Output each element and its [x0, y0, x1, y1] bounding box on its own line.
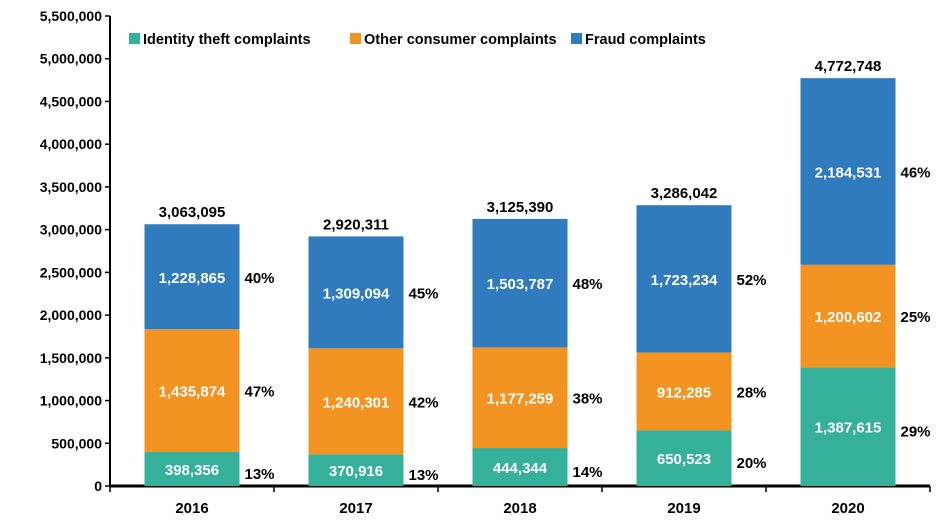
data-label: 1,240,301	[323, 394, 390, 411]
x-tick-label: 2017	[339, 500, 372, 517]
y-tick-label: 1,000,000	[40, 393, 102, 409]
legend-swatch	[571, 33, 582, 44]
y-tick-label: 0	[94, 478, 102, 494]
bar-segment	[472, 347, 568, 449]
percent-label: 40%	[245, 270, 275, 287]
x-tick-label: 2019	[667, 500, 700, 517]
bar-segment	[800, 367, 896, 486]
data-label: 370,916	[329, 463, 383, 480]
percent-label: 29%	[901, 424, 931, 441]
legend-swatch	[350, 33, 361, 44]
legend-swatch	[129, 33, 140, 44]
total-label: 4,772,748	[815, 58, 882, 75]
bar-segment	[636, 352, 732, 431]
data-label: 444,344	[493, 460, 548, 477]
data-label: 650,523	[657, 451, 711, 468]
bar-segment	[308, 454, 404, 486]
total-label: 3,125,390	[487, 199, 554, 216]
data-label: 1,503,787	[487, 276, 554, 293]
percent-label: 25%	[901, 309, 931, 326]
y-tick-label: 1,500,000	[40, 350, 102, 366]
bar-segment	[636, 205, 732, 353]
bar-segment	[144, 451, 240, 486]
y-tick-label: 3,000,000	[40, 222, 102, 238]
data-label: 1,309,094	[323, 285, 390, 302]
total-label: 2,920,311	[323, 216, 389, 233]
percent-label: 28%	[737, 384, 767, 401]
data-label: 912,285	[657, 384, 711, 401]
legend-label: Fraud complaints	[585, 32, 706, 48]
legend-label: Other consumer complaints	[364, 32, 557, 48]
y-tick-label: 4,500,000	[40, 93, 102, 109]
bar-segment	[800, 264, 896, 368]
percent-label: 46%	[901, 164, 931, 181]
percent-label: 38%	[573, 391, 603, 408]
y-tick-label: 5,000,000	[40, 51, 102, 67]
total-label: 3,286,042	[651, 185, 718, 202]
data-label: 1,435,874	[159, 384, 226, 401]
data-label: 1,228,865	[159, 270, 226, 287]
data-label: 1,387,615	[815, 420, 882, 437]
y-tick-label: 4,000,000	[40, 136, 102, 152]
bar-segment	[636, 430, 732, 486]
percent-label: 42%	[409, 394, 439, 411]
legend-label: Identity theft complaints	[143, 32, 311, 48]
x-tick-label: 2020	[831, 500, 864, 517]
y-tick-label: 2,000,000	[40, 307, 102, 323]
y-tick-label: 3,500,000	[40, 179, 102, 195]
percent-label: 13%	[245, 466, 275, 483]
bar-segment	[308, 348, 404, 455]
bar-segment	[472, 218, 568, 348]
total-label: 3,063,095	[159, 204, 226, 221]
data-label: 398,356	[165, 462, 219, 479]
y-tick-label: 500,000	[51, 435, 102, 451]
data-label: 1,177,259	[487, 391, 554, 408]
data-label: 1,723,234	[651, 272, 718, 289]
data-label: 2,184,531	[815, 164, 882, 181]
y-tick-label: 5,500,000	[40, 8, 102, 24]
percent-label: 20%	[737, 455, 767, 472]
bar-segment	[472, 448, 568, 486]
percent-label: 52%	[737, 272, 767, 289]
y-tick-label: 2,500,000	[40, 264, 102, 280]
bar-segment	[800, 78, 896, 265]
bar-segment	[144, 329, 240, 452]
percent-label: 47%	[245, 384, 275, 401]
x-tick-label: 2018	[503, 500, 536, 517]
bar-segment	[308, 236, 404, 349]
percent-label: 14%	[573, 464, 603, 481]
bar-segment	[144, 224, 240, 330]
percent-label: 13%	[409, 467, 439, 484]
x-tick-label: 2016	[175, 500, 208, 517]
percent-label: 48%	[573, 276, 603, 293]
percent-label: 45%	[409, 285, 439, 302]
data-label: 1,200,602	[815, 309, 882, 326]
